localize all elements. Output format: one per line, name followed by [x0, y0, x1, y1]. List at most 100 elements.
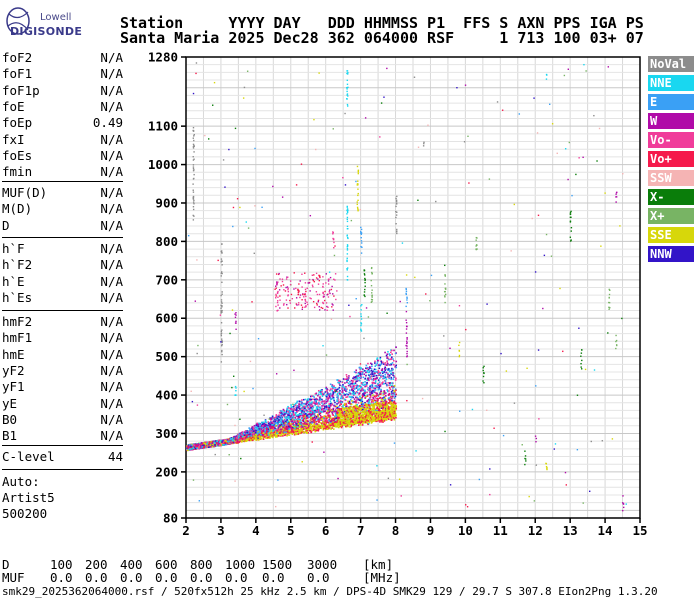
- echo-point: [204, 441, 207, 444]
- echo-point: [283, 423, 285, 425]
- echo-point: [266, 432, 269, 434]
- echo-point: [190, 446, 193, 448]
- echo-point: [370, 373, 372, 376]
- echo-point: [296, 428, 298, 430]
- echo-point: [320, 422, 323, 425]
- echo-point: [301, 417, 304, 420]
- echo-point: [328, 419, 331, 422]
- echo-point: [286, 419, 289, 421]
- echo-point: [357, 389, 359, 391]
- echo-point: [367, 378, 370, 381]
- echo-point: [277, 419, 279, 421]
- echo-point: [311, 426, 314, 428]
- echo-point: [334, 401, 336, 404]
- echo-point: [376, 377, 378, 380]
- echo-point: [388, 390, 390, 392]
- echo-point: [393, 392, 395, 394]
- echo-point: [376, 386, 379, 388]
- echo-point: [381, 382, 384, 385]
- echo-point: [382, 363, 385, 365]
- echo-point: [334, 404, 336, 407]
- echo-point: [390, 363, 392, 365]
- echo-point: [309, 410, 312, 413]
- echo-point: [351, 400, 353, 402]
- echo-point: [387, 368, 390, 370]
- echo-point: [384, 376, 387, 379]
- echo-point: [351, 395, 353, 398]
- echo-point: [395, 389, 397, 391]
- echo-point: [348, 406, 350, 408]
- param-name: foF1p: [2, 82, 40, 98]
- echo-point: [381, 409, 384, 412]
- echo-point: [337, 402, 340, 404]
- echo-point: [317, 417, 320, 420]
- echo-point: [342, 383, 344, 386]
- echo-point: [375, 364, 377, 366]
- echo-point: [379, 404, 382, 406]
- echo-point: [328, 403, 331, 405]
- echo-point: [394, 388, 397, 390]
- x-tick-label: 15: [632, 523, 647, 538]
- echo-point: [389, 409, 392, 411]
- echo-point: [270, 418, 273, 420]
- echo-point: [304, 398, 307, 401]
- echo-point: [325, 386, 328, 389]
- echo-point: [280, 413, 283, 416]
- echo-point: [272, 420, 275, 423]
- param-row-md: M(D) N/A: [2, 201, 123, 216]
- echo-point: [255, 424, 258, 427]
- param-value: N/A: [100, 346, 123, 362]
- echo-point: [351, 391, 354, 393]
- echo-point: [243, 431, 246, 433]
- echo-point: [211, 445, 214, 448]
- param-separator: [2, 181, 123, 182]
- echo-point: [229, 443, 232, 445]
- echo-point: [225, 441, 228, 443]
- echo-point: [389, 412, 391, 414]
- echo-point: [293, 421, 295, 424]
- echo-point: [376, 360, 379, 363]
- param-value: N/A: [100, 50, 123, 65]
- echo-point: [280, 430, 283, 432]
- echo-point: [286, 433, 289, 435]
- echo-point: [335, 414, 337, 416]
- param-row-ye: yE N/A: [2, 396, 123, 411]
- echo-point: [333, 418, 336, 420]
- echo-point: [304, 409, 307, 411]
- echo-point: [353, 371, 356, 373]
- x-tick-label: 6: [322, 523, 330, 538]
- echo-point: [333, 399, 335, 402]
- echo-point: [361, 394, 364, 396]
- echo-point: [384, 369, 387, 371]
- echo-point: [280, 417, 283, 420]
- echo-point: [318, 396, 321, 399]
- echo-point: [391, 349, 393, 352]
- echo-point: [305, 423, 308, 425]
- echo-point: [337, 381, 339, 384]
- echo-point: [316, 429, 319, 432]
- echo-point: [292, 418, 295, 421]
- echo-point: [247, 432, 250, 435]
- echo-point: [382, 381, 384, 383]
- echo-point: [357, 424, 360, 426]
- echo-point: [378, 386, 380, 389]
- echo-point: [392, 389, 395, 392]
- echo-point: [365, 374, 367, 377]
- x-tick-label: 3: [217, 523, 225, 538]
- echo-point: [297, 433, 300, 435]
- echo-point: [391, 372, 393, 374]
- param-value: N/A: [100, 164, 123, 180]
- echo-point: [282, 429, 285, 432]
- echo-point: [307, 413, 309, 416]
- echo-point: [290, 414, 292, 417]
- echo-point: [285, 429, 288, 432]
- echo-point: [314, 409, 316, 412]
- echo-point: [316, 411, 318, 413]
- echo-point: [361, 372, 364, 374]
- echo-point: [277, 423, 280, 426]
- echo-point: [186, 447, 188, 449]
- echo-point: [287, 411, 290, 414]
- echo-point: [360, 397, 363, 400]
- echo-point: [271, 421, 274, 423]
- echo-point: [266, 427, 269, 429]
